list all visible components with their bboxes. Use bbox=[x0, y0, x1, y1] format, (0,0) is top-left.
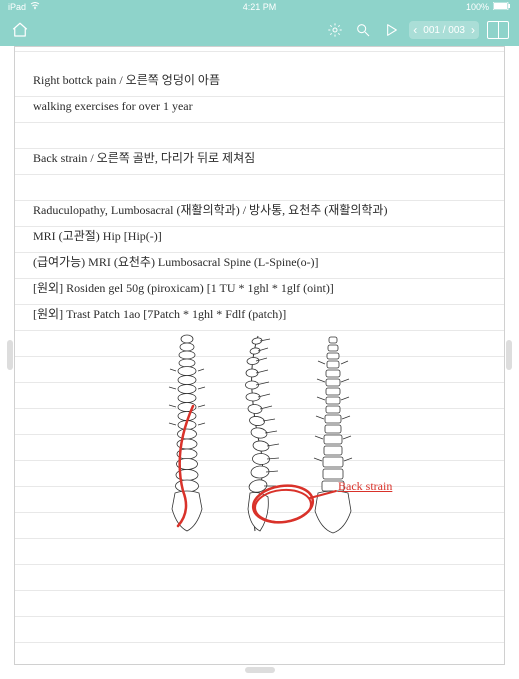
wifi-icon bbox=[30, 2, 40, 12]
prev-page-button[interactable]: ‹ bbox=[413, 23, 417, 37]
toolbar: ‹ 001 / 003 › bbox=[0, 14, 519, 46]
next-page-button[interactable]: › bbox=[471, 23, 475, 37]
status-bar: iPad 4:21 PM 100% bbox=[0, 0, 519, 14]
pages-icon[interactable] bbox=[487, 21, 509, 39]
spine-back-icon bbox=[308, 331, 358, 551]
clock: 4:21 PM bbox=[243, 2, 277, 12]
note-line: Back strain / 오른쪽 골반, 다리가 뒤로 제쳐짐 bbox=[33, 145, 486, 171]
left-handle[interactable] bbox=[7, 340, 13, 370]
page-indicator: 001 / 003 bbox=[423, 25, 465, 36]
spine-diagram: Back strain bbox=[33, 331, 486, 561]
bottom-handle[interactable] bbox=[245, 667, 275, 673]
right-handle[interactable] bbox=[506, 340, 512, 370]
note-line: [원외] Trast Patch 1ao [7Patch * 1ghl * Fd… bbox=[33, 301, 486, 327]
search-icon[interactable] bbox=[353, 20, 373, 40]
note-line: Right bottck pain / 오른쪽 엉덩이 아픔 bbox=[33, 67, 486, 93]
app-screen: iPad 4:21 PM 100% ‹ bbox=[0, 0, 519, 679]
settings-icon[interactable] bbox=[325, 20, 345, 40]
play-icon[interactable] bbox=[381, 20, 401, 40]
battery-pct: 100% bbox=[466, 2, 489, 12]
battery-icon bbox=[493, 2, 511, 12]
home-button[interactable] bbox=[10, 20, 30, 40]
note-line: walking exercises for over 1 year bbox=[33, 93, 486, 119]
note-line: [원외] Rosiden gel 50g (piroxicam) [1 TU *… bbox=[33, 275, 486, 301]
carrier-label: iPad bbox=[8, 2, 26, 12]
annotation-label: Back strain bbox=[338, 479, 392, 494]
spine-side-icon bbox=[230, 331, 290, 551]
notes-text: Right bottck pain / 오른쪽 엉덩이 아픔walking ex… bbox=[33, 67, 486, 327]
note-line: (급여가능) MRI (요천추) Lumbosacral Spine (L-Sp… bbox=[33, 249, 486, 275]
note-page: Right bottck pain / 오른쪽 엉덩이 아픔walking ex… bbox=[14, 46, 505, 665]
page-navigator: ‹ 001 / 003 › bbox=[409, 21, 479, 39]
note-line: MRI (고관절) Hip [Hip(-)] bbox=[33, 223, 486, 249]
note-line: Raduculopathy, Lumbosacral (재활의학과) / 방사통… bbox=[33, 197, 486, 223]
spine-front-icon bbox=[162, 331, 212, 551]
